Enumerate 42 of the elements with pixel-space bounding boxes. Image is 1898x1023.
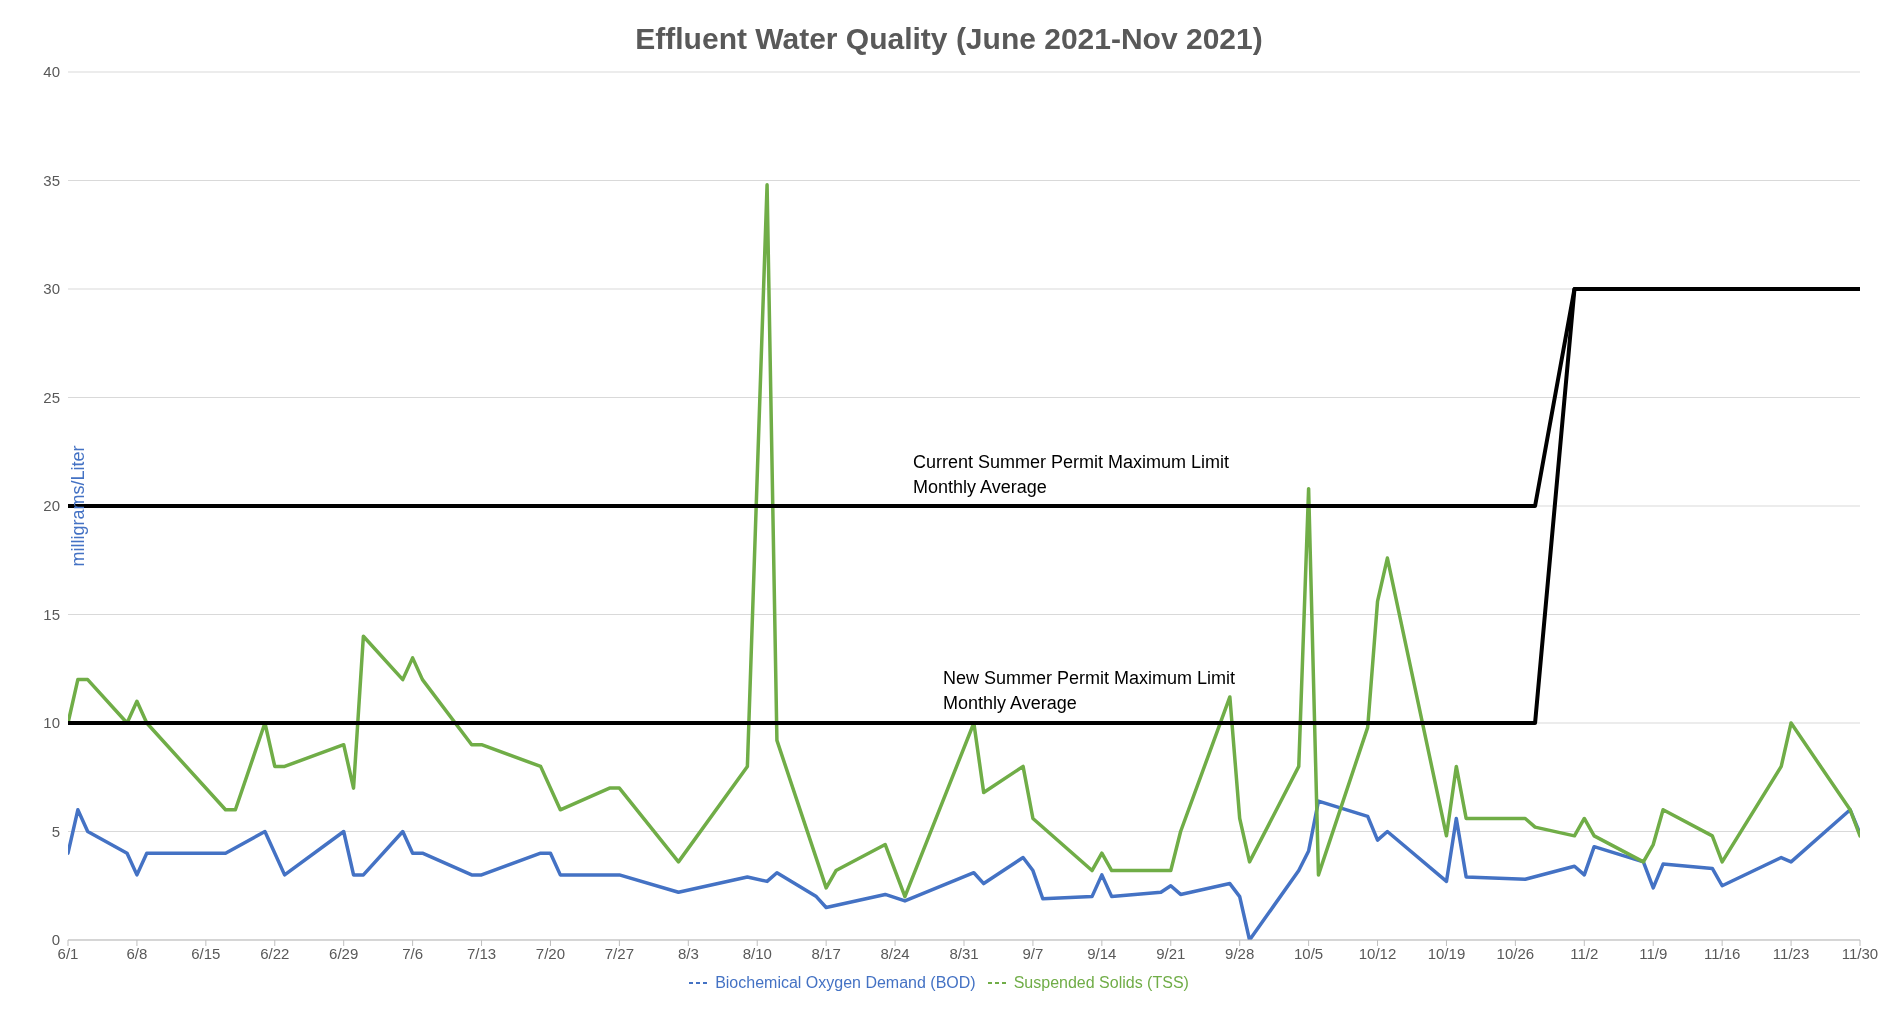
x-tick-label: 10/19 [1427,944,1466,962]
y-tick-label: 0 [51,931,60,949]
x-tick-label: 6/22 [260,944,290,962]
x-tick-label: 7/27 [604,944,634,962]
y-tick-label: 10 [43,714,60,732]
x-tick-label: 10/5 [1294,944,1324,962]
x-tick-label: 9/21 [1156,944,1186,962]
x-tick-label: 8/24 [880,944,910,962]
x-tick-label: 6/1 [57,944,79,962]
x-tick-label: 9/28 [1225,944,1255,962]
x-tick-label: 11/16 [1703,944,1741,962]
x-tick-label: 8/10 [742,944,772,962]
x-tick-label: 11/23 [1772,944,1810,962]
y-tick-label: 25 [43,388,60,406]
x-tick-label: 10/26 [1496,944,1535,962]
x-tick-label: 9/7 [1022,944,1044,962]
x-tick-label: 6/8 [126,944,148,962]
annotation: Current Summer Permit Maximum Limit Monthly Average [913,451,1231,499]
x-tick-label: 8/3 [677,944,699,962]
y-tick-label: 20 [43,497,60,515]
y-tick-label: 15 [43,605,60,623]
y-tick-label: 5 [51,822,60,840]
x-tick-label: 7/20 [535,944,566,962]
x-tick-label: 11/2 [1570,944,1599,962]
annotation: New Summer Permit Maximum Limit Monthly Average [943,667,1237,715]
x-tick-label: 7/6 [402,944,424,962]
y-tick-label: 40 [43,63,60,81]
x-tick-label: 6/15 [191,944,221,962]
legend-label: Biochemical Oxygen Demand (BOD) [714,974,976,992]
x-tick-label: 7/13 [466,944,497,962]
y-axis-title: milligrams/Liter [68,445,89,567]
y-tick-label: 30 [43,280,60,298]
x-tick-label: 11/9 [1639,944,1668,962]
x-tick-label: 8/17 [811,944,841,962]
x-tick-label: 6/29 [329,944,359,962]
legend-label: Suspended Solids (TSS) [1012,974,1189,992]
x-tick-label: 10/12 [1358,944,1397,962]
chart-title: Effluent Water Quality (June 2021-Nov 2021) [634,21,1264,57]
y-tick-label: 35 [43,171,60,189]
x-tick-label: 8/31 [949,944,979,962]
x-tick-label: 9/14 [1087,944,1117,962]
x-tick-label: 11/30 [1841,944,1879,962]
